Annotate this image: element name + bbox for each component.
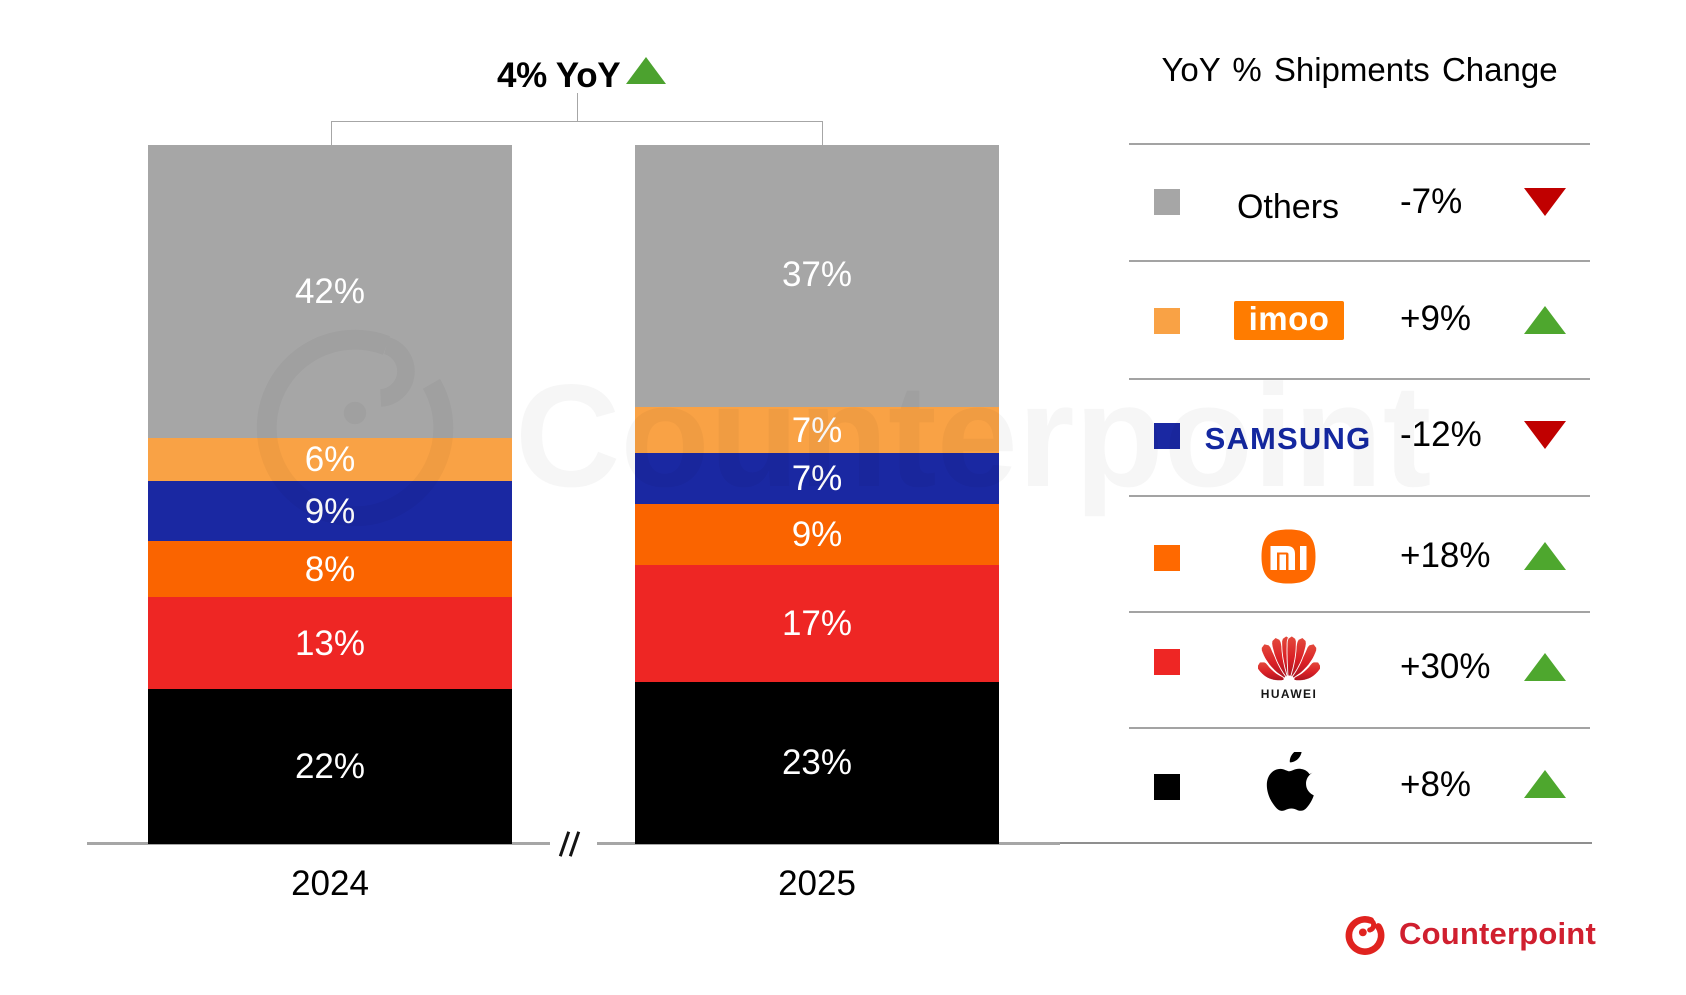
- svg-text:HUAWEI: HUAWEI: [1261, 687, 1317, 700]
